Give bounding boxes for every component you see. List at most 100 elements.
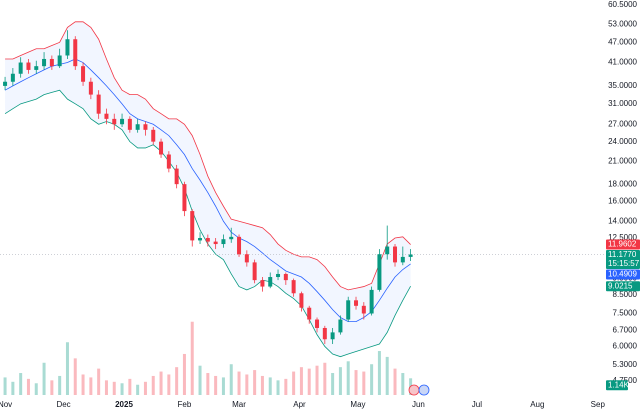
volume-bar xyxy=(237,371,241,395)
price-tag-label: 11.9602 xyxy=(608,240,637,249)
volume-bar xyxy=(26,378,30,395)
candle-body xyxy=(377,254,382,290)
volume-bar xyxy=(276,380,280,395)
volume-bar xyxy=(3,377,7,395)
candle-body xyxy=(49,58,54,67)
volume-bar xyxy=(323,362,327,395)
volume-bar xyxy=(354,370,358,395)
event-flags[interactable] xyxy=(408,384,430,396)
volume-bar xyxy=(159,371,163,395)
volume-bar xyxy=(260,375,264,395)
y-tick-label: 18.0000 xyxy=(608,179,637,188)
volume-bar xyxy=(65,342,69,395)
y-tick-label: 16.0000 xyxy=(608,197,637,206)
volume-bar xyxy=(112,381,116,395)
band-area xyxy=(5,21,411,357)
candle-body xyxy=(369,289,374,314)
flag-icon[interactable] xyxy=(418,384,430,396)
x-tick-label: Sep xyxy=(591,400,606,409)
candle-body xyxy=(104,113,109,119)
volume-bar xyxy=(198,365,202,395)
y-tick-label: 6.0000 xyxy=(613,342,638,351)
volume-bar xyxy=(206,373,210,395)
volume-bar xyxy=(401,373,405,395)
candle-body xyxy=(18,62,23,74)
volume-bar xyxy=(229,364,233,395)
x-tick-label: 2025 xyxy=(115,400,133,409)
volume-bar xyxy=(58,375,62,395)
x-tick-label: Apr xyxy=(293,400,306,409)
candle-body xyxy=(174,168,179,185)
volume-bar xyxy=(104,380,108,395)
price-tag xyxy=(606,269,640,280)
volume-bar xyxy=(338,367,342,395)
volume-bar xyxy=(151,375,155,395)
candle-body xyxy=(96,94,101,114)
candle-body xyxy=(198,238,203,241)
price-tag-label: 10.4909 xyxy=(608,270,637,279)
x-tick-label: Mar xyxy=(232,400,246,409)
candle-body xyxy=(182,184,187,212)
candle-body xyxy=(408,254,413,257)
x-tick-label: Jul xyxy=(472,400,482,409)
volume-bar xyxy=(81,374,85,395)
candle-body xyxy=(213,241,218,245)
price-tag xyxy=(606,281,640,292)
candle-body xyxy=(322,327,327,340)
candle-body xyxy=(354,300,359,306)
candle-body xyxy=(10,73,15,82)
volume-bar xyxy=(245,374,249,395)
y-tick-label: 24.0000 xyxy=(608,137,637,146)
volume-bar xyxy=(73,358,77,395)
y-tick-label: 8.5000 xyxy=(613,290,638,299)
candle-body xyxy=(120,118,125,125)
candle-body xyxy=(57,55,62,67)
x-tick-label: Nov xyxy=(0,400,12,409)
volume-bar xyxy=(190,321,194,395)
volume-bar xyxy=(284,378,288,395)
candle-body xyxy=(346,300,351,320)
candle-body xyxy=(190,211,195,241)
y-tick-label: 53.0000 xyxy=(608,20,637,29)
volume-bar xyxy=(307,368,311,395)
price-tag xyxy=(606,250,640,270)
y-tick-label: 7.5000 xyxy=(613,309,638,318)
volume-bar xyxy=(299,367,303,395)
y-tick-label: 14.0000 xyxy=(608,216,637,225)
candle-body xyxy=(3,81,8,86)
candle-body xyxy=(283,273,288,281)
candle-body xyxy=(338,319,343,333)
countdown-label: 15:15:57 xyxy=(608,259,640,268)
volume-bar xyxy=(221,377,225,395)
candle-body xyxy=(221,239,226,245)
candle-body xyxy=(81,66,86,82)
y-tick-label: 60.5000 xyxy=(608,0,637,9)
candle-body xyxy=(244,254,249,263)
volume-bar xyxy=(19,373,23,395)
volume-bar xyxy=(42,362,46,395)
y-tick-label: 41.0000 xyxy=(608,58,637,67)
y-tick-label: 21.0000 xyxy=(608,156,637,165)
flag-icon[interactable] xyxy=(408,384,420,396)
candle-body xyxy=(42,58,47,67)
price-tag-label: 9.0215 xyxy=(608,281,633,290)
candle-body xyxy=(151,129,156,142)
candle-body xyxy=(361,305,366,314)
candle-body xyxy=(127,118,132,130)
volume-bar xyxy=(346,361,350,395)
x-tick-label: May xyxy=(350,400,365,409)
volume-bar xyxy=(128,378,132,395)
candle-body xyxy=(205,238,210,242)
candle-body xyxy=(276,273,281,278)
candle-body xyxy=(135,124,140,130)
volume-bar xyxy=(167,374,171,395)
candle-body xyxy=(143,124,148,130)
candle-body xyxy=(385,246,390,255)
candle-body xyxy=(307,307,312,320)
volume-bar xyxy=(315,365,319,395)
volume-bar xyxy=(136,384,140,395)
volume-bar xyxy=(292,371,296,395)
y-tick-label: 5.3000 xyxy=(613,360,638,369)
y-tick-label: 47.0000 xyxy=(608,37,637,46)
candle-body xyxy=(315,319,320,328)
